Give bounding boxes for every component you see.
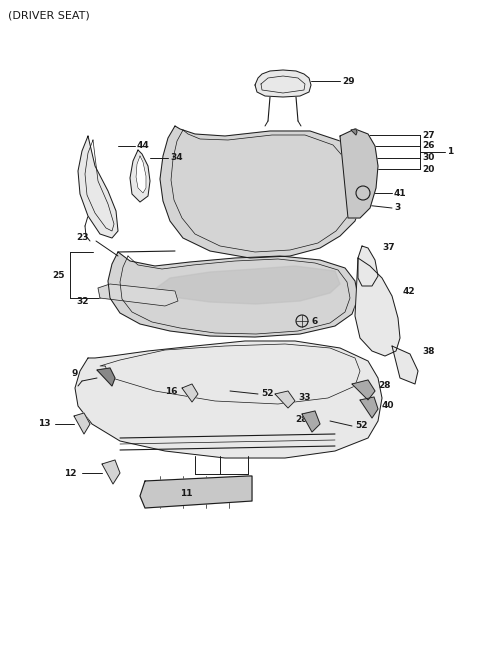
Text: (DRIVER SEAT): (DRIVER SEAT) xyxy=(8,11,90,21)
Polygon shape xyxy=(74,413,90,434)
Text: 20: 20 xyxy=(422,165,434,173)
Polygon shape xyxy=(340,129,378,218)
Polygon shape xyxy=(352,380,375,400)
Text: 16: 16 xyxy=(165,386,178,396)
Polygon shape xyxy=(275,391,295,408)
Polygon shape xyxy=(351,129,357,135)
Polygon shape xyxy=(136,156,146,193)
Polygon shape xyxy=(302,411,320,432)
Text: 33: 33 xyxy=(298,394,311,403)
Text: 25: 25 xyxy=(52,270,64,279)
Polygon shape xyxy=(75,341,382,458)
Polygon shape xyxy=(102,460,120,484)
Text: 34: 34 xyxy=(170,154,182,163)
Polygon shape xyxy=(130,150,150,202)
Text: 11: 11 xyxy=(180,489,192,499)
Text: 29: 29 xyxy=(342,77,355,85)
Polygon shape xyxy=(355,258,400,356)
Text: 30: 30 xyxy=(422,154,434,163)
Polygon shape xyxy=(255,70,311,97)
Text: 44: 44 xyxy=(137,142,150,150)
Text: 12: 12 xyxy=(64,468,76,478)
Text: 28: 28 xyxy=(295,415,308,424)
Polygon shape xyxy=(108,252,358,337)
Text: 52: 52 xyxy=(261,390,274,398)
Polygon shape xyxy=(155,266,340,304)
Polygon shape xyxy=(140,476,252,508)
Text: 40: 40 xyxy=(382,401,395,411)
Polygon shape xyxy=(392,346,418,384)
Text: 27: 27 xyxy=(422,131,434,140)
Text: 52: 52 xyxy=(355,422,368,430)
Text: 3: 3 xyxy=(394,203,400,213)
Text: 9: 9 xyxy=(72,369,78,379)
Polygon shape xyxy=(160,126,362,258)
Text: 32: 32 xyxy=(76,297,88,306)
Polygon shape xyxy=(182,384,198,402)
Polygon shape xyxy=(358,246,378,286)
Text: 41: 41 xyxy=(394,188,407,197)
Text: 13: 13 xyxy=(38,419,50,428)
Polygon shape xyxy=(98,284,178,306)
Text: 26: 26 xyxy=(422,142,434,150)
Text: 1: 1 xyxy=(447,148,453,157)
Polygon shape xyxy=(78,136,118,238)
Text: 17: 17 xyxy=(230,476,242,485)
Polygon shape xyxy=(360,397,378,418)
Polygon shape xyxy=(97,368,115,386)
Text: 28: 28 xyxy=(378,382,391,390)
Text: 23: 23 xyxy=(76,234,88,243)
Text: 37: 37 xyxy=(382,243,395,253)
Text: 6: 6 xyxy=(312,316,318,325)
Text: 38: 38 xyxy=(422,346,434,356)
Text: 42: 42 xyxy=(403,287,416,295)
